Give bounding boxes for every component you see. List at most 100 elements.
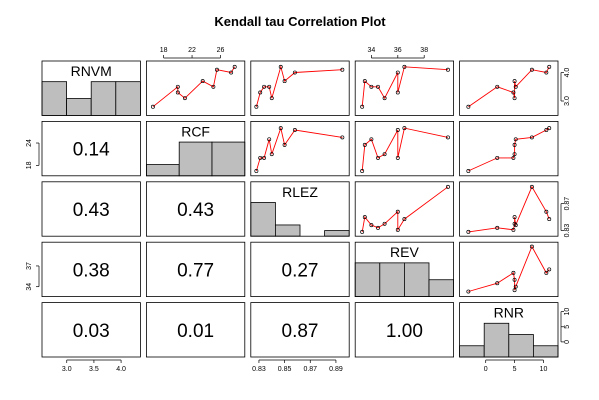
scatter-point-rlez-rev-6 [395, 227, 400, 232]
y-tick-label-left-rev-0: 34 [26, 283, 33, 291]
scatter-point-rnvm-rnr-3 [512, 96, 517, 101]
smoother-line-rcf-rev [361, 127, 449, 171]
smoother-line-rev-rnr [468, 245, 550, 292]
scatter-point-rcf-rnr-1 [495, 155, 500, 160]
histogram-bar-rnr-2 [508, 334, 534, 358]
panel-frame-rnvm-rnr [459, 60, 559, 116]
scatter-point-rnvm-rnr-2 [511, 90, 516, 95]
x-tick-label-bottom-rlez-0: 0.83 [252, 366, 266, 373]
x-tick-label-top-rcf-1: 22 [188, 47, 196, 54]
scatter-point-rlez-rnr-4 [512, 215, 517, 220]
panel-frame-rcf-rlez [250, 121, 350, 177]
variable-label-rlez: RLEZ [282, 184, 318, 200]
histogram-bar-rcf-0 [145, 164, 180, 177]
correlation-value-rlez-rcf: 0.43 [177, 200, 214, 221]
panel-frame-rnvm-rev [354, 60, 455, 116]
scatter-point-rcf-rnr-0 [466, 168, 471, 173]
histogram-bar-rnvm-2 [90, 81, 117, 116]
panel-frame-rnvm-rcf [145, 60, 246, 116]
histogram-bar-rev-1 [379, 262, 405, 298]
y-tick-label-left-rev-1: 37 [26, 262, 33, 270]
scatter-point-rcf-rev-5 [395, 128, 400, 132]
y-tick-label-right-rnr-2: 10 [564, 308, 571, 316]
smoother-line-rnvm-rlez [255, 65, 343, 107]
panel-frame-rnr-rnvm [41, 302, 141, 358]
scatter-point-rcf-rnr-4 [512, 142, 517, 147]
scatter-point-rnvm-rlez-1 [258, 90, 263, 95]
histogram-bar-rnvm-0 [41, 81, 68, 116]
correlation-value-rlez-rnvm: 0.43 [73, 200, 110, 221]
scatter-point-rcf-rlez-0 [254, 168, 259, 173]
scatter-point-rcf-rnr-8 [547, 126, 552, 131]
scatter-point-rnvm-rcf-3 [182, 96, 187, 101]
panel-frame-rev-rlez [250, 241, 350, 297]
panel-grid: RNVM 0.14 RCF 0.43 0.43 RLEZ 0.38 0.77 0.27 REV 0.… [26, 47, 571, 373]
scatter-point-rnvm-rcf-8 [232, 64, 237, 69]
scatter-point-rnvm-rlez-6 [282, 79, 287, 84]
y-tick-label-right-rnr-0: 0 [564, 340, 571, 344]
x-tick-label-bottom-rnvm-2: 4.0 [116, 366, 126, 373]
scatter-point-rnvm-rev-3 [376, 84, 380, 89]
scatter-point-rnvm-rnr-4 [512, 79, 517, 84]
smoother-line-rnvm-rev [361, 66, 449, 107]
panel-frame-rnr-rnr [459, 302, 559, 358]
x-tick-label-bottom-rnr-2: 10 [540, 366, 548, 373]
scatter-point-rnvm-rev-7 [402, 64, 407, 69]
scatter-point-rcf-rev-3 [376, 155, 380, 160]
scatter-point-rcf-rev-6 [395, 155, 400, 160]
x-tick-label-bottom-rnvm-0: 3.0 [62, 366, 72, 373]
scatter-point-rev-rnr-8 [547, 267, 552, 272]
scatter-point-rlez-rnr-7 [544, 209, 549, 214]
panel-frame-rev-rev [354, 241, 455, 297]
scatter-point-rnvm-rlez-3 [267, 84, 272, 89]
x-tick-label-top-rev-2: 38 [420, 47, 428, 54]
x-tick-label-bottom-rlez-1: 0.85 [278, 366, 292, 373]
scatter-point-rlez-rev-8 [446, 184, 450, 189]
correlation-value-rnr-rcf: 0.01 [177, 321, 214, 342]
scatter-point-rev-rnr-4 [512, 288, 517, 293]
scatter-point-rcf-rev-1 [362, 142, 367, 147]
panel-frame-rcf-rev [354, 121, 455, 177]
variable-label-rnr: RNR [494, 305, 524, 321]
scatter-point-rlez-rnr-6 [529, 184, 534, 189]
correlation-value-rev-rcf: 0.77 [177, 260, 214, 281]
scatter-point-rnvm-rnr-0 [466, 104, 471, 109]
panel-frame-rnr-rlez [250, 302, 350, 358]
histogram-bar-rev-0 [354, 262, 381, 298]
variable-label-rcf: RCF [181, 123, 210, 139]
scatter-point-rev-rnr-1 [495, 281, 500, 286]
scatter-point-rcf-rev-0 [360, 168, 365, 173]
histogram-bar-rnvm-1 [66, 98, 92, 116]
x-tick-label-bottom-rnr-1: 5 [513, 366, 517, 373]
variable-label-rnvm: RNVM [71, 63, 112, 79]
panel-frame-rlez-rlez [250, 181, 350, 237]
y-tick-label-right-rnr-1: 5 [564, 325, 571, 329]
scatter-point-rcf-rev-7 [402, 126, 407, 131]
y-tick-label-right-rlez-0: 0.83 [564, 224, 571, 238]
y-tick-label-right-rnvm-1: 4.0 [564, 68, 571, 78]
scatter-point-rnvm-rlez-2 [262, 84, 267, 89]
scatter-point-rnvm-rnr-8 [547, 64, 552, 69]
scatter-point-rnvm-rev-2 [369, 84, 374, 89]
scatter-point-rnvm-rlez-7 [292, 70, 297, 75]
scatter-point-rcf-rlez-8 [340, 135, 345, 140]
scatter-point-rnvm-rev-4 [382, 96, 387, 101]
histogram-bar-rnvm-3 [115, 81, 141, 116]
scatter-point-rcf-rlez-2 [262, 155, 267, 160]
y-tick-label-left-rcf-1: 24 [26, 139, 33, 147]
scatter-point-rcf-rnr-2 [511, 155, 516, 160]
scatter-point-rlez-rev-4 [382, 221, 387, 226]
panel-frame-rev-rcf [145, 241, 246, 297]
histogram-bar-rev-2 [403, 262, 430, 298]
panel-frame-rnr-rcf [145, 302, 246, 358]
x-tick-label-bottom-rlez-2: 0.87 [303, 366, 317, 373]
histogram-bar-rcf-2 [211, 141, 246, 177]
scatter-point-rlez-rev-2 [369, 223, 374, 228]
smoother-line-rnvm-rcf [152, 66, 236, 108]
x-tick-label-bottom-rnvm-1: 3.5 [89, 366, 99, 373]
scatter-point-rlez-rev-3 [376, 225, 380, 230]
histogram-bar-rlez-0 [250, 202, 276, 237]
histogram-bar-rnr-0 [459, 345, 485, 358]
correlation-value-rev-rnvm: 0.38 [73, 260, 110, 281]
